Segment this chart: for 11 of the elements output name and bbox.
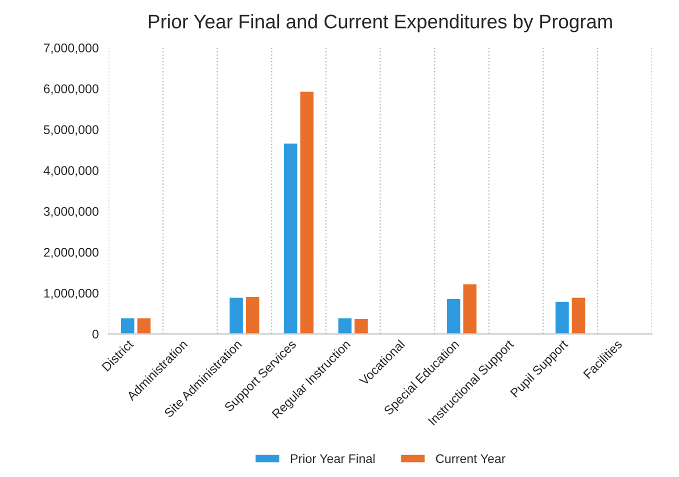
- legend-label: Prior Year Final: [290, 454, 375, 464]
- y-tick-label: 7,000,000: [44, 44, 98, 54]
- y-tick-label: 5,000,000: [44, 125, 98, 136]
- y-tick-label: 4,000,000: [44, 166, 98, 176]
- y-tick-label: 3,000,000: [44, 207, 98, 218]
- chart-title: Prior Year Final and Current Expenditures by Program: [148, 14, 612, 32]
- y-tick-label: 1,000,000: [44, 288, 98, 300]
- legend-label: Current Year: [436, 454, 506, 464]
- y-tick-label: 2,000,000: [44, 248, 98, 258]
- y-tick-label: 6,000,000: [44, 84, 98, 95]
- y-tick-label: 0: [92, 330, 98, 339]
